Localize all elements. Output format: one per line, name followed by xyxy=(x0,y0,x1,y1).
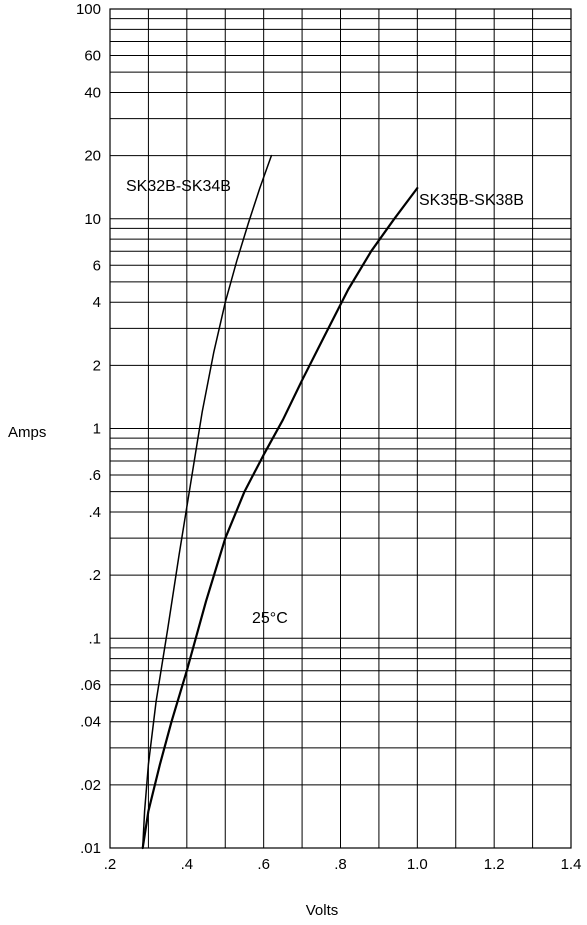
y-tick-label: .4 xyxy=(88,504,101,521)
y-tick-label: .01 xyxy=(80,840,101,857)
y-tick-label: .04 xyxy=(80,714,101,731)
series-label-1: SK32B-SK34B xyxy=(126,178,231,195)
series-line-1 xyxy=(141,154,273,849)
y-tick-label: 100 xyxy=(76,1,101,18)
y-tick-label: .06 xyxy=(80,677,101,694)
y-tick-label: .02 xyxy=(80,777,101,794)
y-axis-label: Amps xyxy=(8,424,46,441)
y-tick-label: 60 xyxy=(84,48,101,65)
y-tick-label: .2 xyxy=(88,567,101,584)
y-tick-label: 1 xyxy=(93,421,101,438)
y-tick-label: .6 xyxy=(88,467,101,484)
x-tick-label: 1.2 xyxy=(484,856,505,873)
y-tick-label: 10 xyxy=(84,211,101,228)
grid xyxy=(109,8,572,849)
x-tick-label: .8 xyxy=(334,856,347,873)
series-line-2 xyxy=(141,187,419,850)
annotations: SK32B-SK34B SK35B-SK38B 25°C xyxy=(126,178,524,627)
y-tick-label: 40 xyxy=(84,84,101,101)
x-tick-label: .4 xyxy=(181,856,194,873)
x-tick-label: .2 xyxy=(104,856,117,873)
tick-labels: .01 .02 .04 .06 .1 .2 .4 .6 1 2 4 6 10 20 40 60 100 .2 .4.… xyxy=(76,1,581,873)
y-tick-label: 2 xyxy=(93,357,101,374)
temperature-annotation: 25°C xyxy=(252,610,288,627)
y-tick-label: .1 xyxy=(88,630,101,647)
plot-frame xyxy=(109,8,572,849)
curves xyxy=(141,154,419,850)
series-label-2: SK35B-SK38B xyxy=(419,192,524,209)
y-tick-label: 20 xyxy=(84,148,101,165)
x-tick-label: .6 xyxy=(257,856,270,873)
x-tick-label: 1.4 xyxy=(561,856,582,873)
y-tick-label: 4 xyxy=(93,294,101,311)
x-tick-label: 1.0 xyxy=(407,856,428,873)
y-tick-label: 6 xyxy=(93,257,101,274)
x-axis-label: Volts xyxy=(306,902,339,919)
